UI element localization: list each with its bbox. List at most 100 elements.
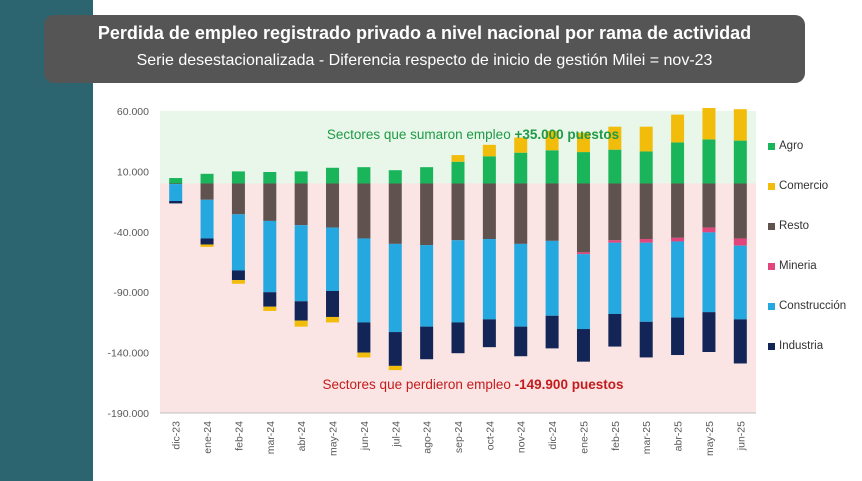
legend-label: Resto <box>779 220 810 232</box>
bar-mineria-ene-25 <box>576 252 590 255</box>
bar-resto-feb-25 <box>608 183 622 241</box>
bar-resto-jul-24 <box>388 183 402 244</box>
bar-agro-dic-23 <box>169 178 183 184</box>
bar-industria-nov-24 <box>514 326 528 357</box>
bar-industria-jun-24 <box>357 322 371 353</box>
x-tick-label: ene-24 <box>202 421 214 454</box>
legend-label: Agro <box>779 140 804 152</box>
x-tick-label: ago-24 <box>422 421 434 454</box>
bar-resto-ago-24 <box>420 183 434 246</box>
x-tick-label: dic-23 <box>171 421 183 450</box>
bar-industria-mar-25 <box>639 321 653 358</box>
bar-comercio-dic-24 <box>545 130 559 151</box>
bar-industria-ene-24 <box>200 238 214 245</box>
bar-industria-abr-24 <box>294 301 308 321</box>
bar-construcci-n-may-25 <box>702 232 716 313</box>
bar-comercio-nov-24 <box>514 137 528 153</box>
legend-swatch <box>768 182 775 190</box>
y-tick-label: 60.000 <box>117 106 149 118</box>
bar-construcci-n-dic-23 <box>169 184 183 201</box>
legend-label: Comercio <box>779 180 829 192</box>
bar-construcci-n-abr-24 <box>294 225 308 302</box>
bar-segment-may-24 <box>326 316 340 323</box>
bar-agro-oct-24 <box>482 156 496 184</box>
bar-construcci-n-oct-24 <box>482 239 496 320</box>
bar-agro-jul-24 <box>388 170 402 184</box>
bar-resto-abr-25 <box>671 183 685 238</box>
bar-comercio-abr-25 <box>671 114 685 143</box>
x-tick-label: sep-24 <box>453 421 465 453</box>
bar-industria-jul-24 <box>388 332 402 366</box>
bar-segment-feb-24 <box>231 280 245 284</box>
x-tick-label: jul-24 <box>390 421 402 448</box>
bar-resto-abr-24 <box>294 183 308 226</box>
bar-comercio-ene-25 <box>576 132 590 153</box>
x-tick-label: may-25 <box>704 421 716 456</box>
bar-agro-mar-24 <box>263 172 277 184</box>
bar-mineria-abr-25 <box>671 237 685 242</box>
bar-construcci-n-ene-24 <box>200 199 214 239</box>
bar-industria-may-25 <box>702 312 716 352</box>
bar-construcci-n-may-24 <box>326 227 340 291</box>
bar-construcci-n-nov-24 <box>514 243 528 327</box>
bar-agro-ago-24 <box>420 167 434 184</box>
y-tick-label: -190.000 <box>108 408 150 420</box>
bar-resto-may-25 <box>702 183 716 228</box>
bar-agro-mar-25 <box>639 151 653 184</box>
bar-agro-jun-25 <box>733 140 747 184</box>
title-box: Perdida de empleo registrado privado a n… <box>44 15 805 83</box>
bar-comercio-may-25 <box>702 107 716 140</box>
bar-mineria-mar-25 <box>639 239 653 243</box>
bar-industria-sep-24 <box>451 322 465 354</box>
bar-comercio-mar-25 <box>639 126 653 152</box>
bar-comercio-sep-24 <box>451 155 465 162</box>
x-tick-label: feb-24 <box>233 421 245 451</box>
bar-industria-ene-25 <box>576 329 590 362</box>
bar-industria-mar-24 <box>263 292 277 307</box>
bar-resto-mar-25 <box>639 183 653 240</box>
legend-label: Construcción <box>779 300 847 312</box>
bar-construcci-n-jun-25 <box>733 245 747 320</box>
y-tick-label: -90.000 <box>113 287 149 299</box>
bar-resto-mar-24 <box>263 183 277 221</box>
legend-swatch <box>768 302 775 310</box>
bar-agro-may-25 <box>702 139 716 184</box>
bar-industria-feb-25 <box>608 313 622 347</box>
bar-resto-feb-24 <box>231 183 245 215</box>
bar-agro-ene-24 <box>200 173 214 184</box>
bar-comercio-jun-25 <box>733 109 747 141</box>
bar-industria-ago-24 <box>420 326 434 360</box>
bar-agro-feb-24 <box>231 171 245 184</box>
bar-industria-jun-25 <box>733 319 747 364</box>
bar-industria-dic-23 <box>169 200 183 204</box>
bar-construcci-n-jun-24 <box>357 238 371 323</box>
bar-mineria-may-25 <box>702 227 716 233</box>
bar-segment-jun-24 <box>357 352 371 358</box>
bar-construcci-n-sep-24 <box>451 240 465 323</box>
bar-resto-nov-24 <box>514 183 528 244</box>
bar-construcci-n-dic-24 <box>545 240 559 316</box>
bar-construcci-n-feb-25 <box>608 242 622 314</box>
bar-mineria-feb-25 <box>608 240 622 243</box>
bar-industria-dic-24 <box>545 315 559 349</box>
bar-construcci-n-jul-24 <box>388 243 402 333</box>
bar-resto-ene-24 <box>200 183 214 200</box>
bar-agro-abr-25 <box>671 142 685 184</box>
bar-industria-abr-25 <box>671 317 685 356</box>
legend-item-construcci-n: Construcción <box>768 298 846 314</box>
x-tick-label: mar-25 <box>641 421 653 454</box>
y-tick-label: -40.000 <box>113 227 149 239</box>
bar-construcci-n-ago-24 <box>420 245 434 327</box>
x-tick-label: feb-25 <box>610 421 622 451</box>
bar-agro-feb-25 <box>608 149 622 184</box>
bar-agro-dic-24 <box>545 150 559 184</box>
bar-mineria-jun-25 <box>733 238 747 246</box>
legend-swatch <box>768 142 775 150</box>
x-tick-label: abr-24 <box>296 421 308 452</box>
y-tick-label: -140.000 <box>108 348 150 360</box>
bar-resto-dic-23 <box>169 183 183 185</box>
legend-swatch <box>768 222 775 230</box>
bar-agro-nov-24 <box>514 152 528 184</box>
bar-construcci-n-mar-24 <box>263 220 277 293</box>
x-tick-label: abr-25 <box>673 421 685 452</box>
